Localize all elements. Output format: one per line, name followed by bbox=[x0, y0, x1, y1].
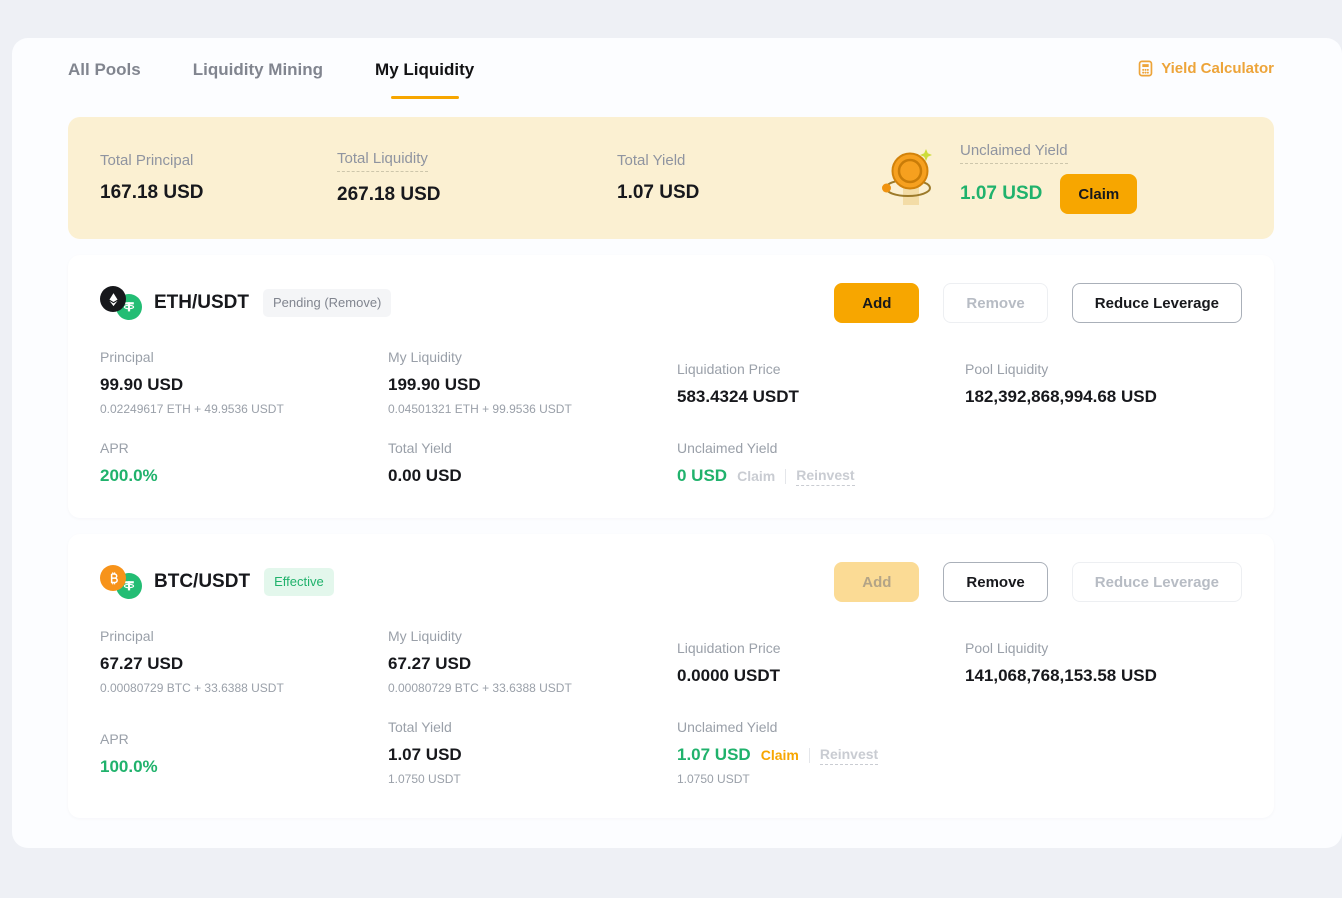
liquidity-panel: All Pools Liquidity Mining My Liquidity … bbox=[12, 38, 1342, 848]
claim-all-button[interactable]: Claim bbox=[1060, 174, 1138, 214]
apr-field: APR 100.0% bbox=[100, 731, 158, 776]
total-principal-value: 167.18 USD bbox=[100, 182, 204, 203]
apr-field: APR 200.0% bbox=[100, 440, 158, 485]
total-yield-value: 1.07 USD bbox=[617, 182, 700, 203]
unclaimed-yield-field: Unclaimed Yield 0 USD Claim Reinvest bbox=[677, 440, 855, 486]
reinvest-link[interactable]: Reinvest bbox=[819, 746, 879, 765]
tab-all-pools[interactable]: All Pools bbox=[68, 58, 141, 99]
total-yield-field: Total Yield 0.00 USD bbox=[388, 440, 462, 485]
liquidation-price-field: Liquidation Price 0.0000 USDT bbox=[677, 640, 781, 685]
divider bbox=[785, 468, 787, 484]
total-principal-label: Total Principal bbox=[100, 152, 194, 169]
yield-calculator-link[interactable]: Yield Calculator bbox=[1137, 58, 1274, 77]
pool-liquidity-field: Pool Liquidity 182,392,868,994.68 USD bbox=[965, 361, 1157, 406]
btc-icon bbox=[100, 565, 126, 591]
remove-button[interactable]: Remove bbox=[943, 283, 1048, 323]
pair-title: BTC/USDT bbox=[154, 571, 251, 592]
pair-title: ETH/USDT bbox=[154, 292, 249, 313]
my-liquidity-field: My Liquidity 67.27 USD 0.00080729 BTC + … bbox=[388, 628, 572, 695]
calculator-icon bbox=[1138, 60, 1153, 77]
reinvest-link[interactable]: Reinvest bbox=[796, 467, 855, 486]
unclaimed-yield-field: Unclaimed Yield 1.07 USD Claim Reinvest … bbox=[677, 719, 879, 786]
principal-field: Principal 99.90 USD 0.02249617 ETH + 49.… bbox=[100, 349, 284, 416]
remove-button[interactable]: Remove bbox=[943, 562, 1048, 602]
tab-liquidity-mining-label: Liquidity Mining bbox=[192, 60, 324, 79]
pool-card-btc-usdt: BTC/USDT Effective Add Remove Reduce Lev… bbox=[68, 534, 1274, 818]
gold-coin-illustration-icon bbox=[882, 149, 932, 205]
divider bbox=[808, 747, 810, 763]
tabs-bar: All Pools Liquidity Mining My Liquidity … bbox=[68, 58, 1274, 99]
total-principal: Total Principal 167.18 USD bbox=[100, 152, 337, 204]
total-liquidity-label[interactable]: Total Liquidity bbox=[337, 150, 428, 172]
active-tab-underline bbox=[390, 96, 459, 99]
tab-all-pools-label: All Pools bbox=[68, 60, 141, 79]
my-liquidity-field: My Liquidity 199.90 USD 0.04501321 ETH +… bbox=[388, 349, 572, 416]
principal-field: Principal 67.27 USD 0.00080729 BTC + 33.… bbox=[100, 628, 284, 695]
unclaimed-yield-summary: Unclaimed Yield 1.07 USD Claim bbox=[960, 142, 1138, 214]
tab-my-liquidity[interactable]: My Liquidity bbox=[375, 58, 474, 99]
status-badge: Pending (Remove) bbox=[263, 289, 392, 317]
add-button[interactable]: Add bbox=[834, 562, 920, 602]
total-liquidity-value: 267.18 USD bbox=[337, 184, 441, 205]
tab-my-liquidity-label: My Liquidity bbox=[375, 60, 475, 79]
pool-card-eth-usdt: ETH/USDT Pending (Remove) Add Remove Red… bbox=[68, 255, 1274, 518]
add-button[interactable]: Add bbox=[834, 283, 920, 323]
summary-banner: Total Principal 167.18 USD Total Liquidi… bbox=[68, 117, 1274, 239]
eth-icon bbox=[100, 286, 126, 312]
tab-underline bbox=[70, 96, 138, 99]
reduce-leverage-button[interactable]: Reduce Leverage bbox=[1071, 562, 1242, 602]
status-badge: Effective bbox=[264, 568, 334, 596]
pool-liquidity-field: Pool Liquidity 141,068,768,153.58 USD bbox=[965, 640, 1157, 685]
yield-calculator-label: Yield Calculator bbox=[1161, 60, 1274, 77]
tab-underline bbox=[224, 96, 292, 99]
reduce-leverage-button[interactable]: Reduce Leverage bbox=[1071, 283, 1242, 323]
claim-link[interactable]: Claim bbox=[737, 468, 776, 484]
claim-link[interactable]: Claim bbox=[760, 747, 799, 763]
total-liquidity: Total Liquidity 267.18 USD bbox=[337, 150, 617, 206]
unclaimed-yield-label[interactable]: Unclaimed Yield bbox=[960, 142, 1068, 164]
pair-icon-eth-usdt bbox=[100, 286, 146, 320]
total-yield-label: Total Yield bbox=[617, 152, 686, 169]
total-yield: Total Yield 1.07 USD bbox=[617, 152, 880, 204]
unclaimed-yield-value: 1.07 USD bbox=[960, 183, 1043, 204]
tab-liquidity-mining[interactable]: Liquidity Mining bbox=[193, 58, 323, 99]
liquidation-price-field: Liquidation Price 583.4324 USDT bbox=[677, 361, 799, 406]
total-yield-field: Total Yield 1.07 USD 1.0750 USDT bbox=[388, 719, 462, 786]
pair-icon-btc-usdt bbox=[100, 565, 146, 599]
